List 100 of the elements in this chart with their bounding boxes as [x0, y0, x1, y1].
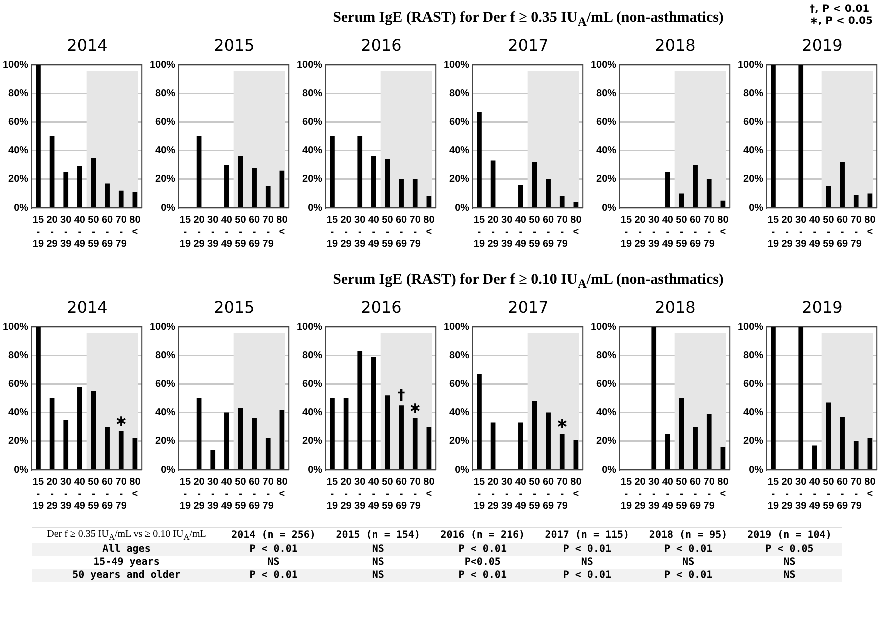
y-tick-label: 20%	[450, 174, 470, 186]
x-tick-label: 50-59	[382, 214, 394, 250]
x-tick-label: 60-69	[542, 476, 555, 512]
x-tick-label: 40-49	[515, 214, 527, 250]
y-tick-label: 40%	[156, 146, 176, 157]
x-tick-label: 40-49	[368, 214, 380, 250]
x-tick-label: 20-29	[194, 476, 206, 512]
bar	[78, 387, 82, 470]
y-tick-label: 40%	[8, 408, 29, 419]
x-tick-label: 15-19	[620, 476, 632, 512]
y-tick-label: 20%	[744, 436, 764, 448]
bar	[266, 186, 271, 208]
x-tick-label: 60-69	[836, 476, 849, 512]
bar	[105, 184, 110, 208]
y-tick-label: 60%	[744, 378, 764, 390]
bar	[693, 427, 698, 470]
y-tick-label: 40%	[156, 408, 176, 419]
bar	[372, 357, 376, 470]
x-tick-label: 15-19	[768, 214, 780, 250]
x-tick-label: 50-59	[382, 476, 394, 512]
x-tick-label: 80<	[424, 476, 436, 500]
bar	[78, 166, 82, 208]
category-label: 2017 (n = 115)	[544, 529, 631, 543]
y-tick-label: 0%	[14, 464, 29, 476]
y-tick-label: 60%	[156, 378, 176, 390]
x-tick-label: 60-69	[396, 476, 408, 512]
y-tick-label: 20%	[596, 174, 617, 186]
y-tick-label: 20%	[156, 174, 176, 186]
bar	[91, 158, 96, 208]
bar	[238, 156, 244, 208]
y-tick-label: 60%	[8, 116, 29, 128]
bar	[771, 65, 776, 208]
bar	[132, 438, 138, 470]
bar	[518, 422, 524, 470]
bar	[771, 327, 776, 470]
x-tick-label: 60-69	[102, 476, 114, 512]
text: NS	[372, 570, 384, 581]
y-tick-label: 0%	[14, 202, 29, 214]
bar	[532, 162, 538, 208]
chart-title: 2015	[213, 36, 256, 56]
chart-title: 2016	[360, 36, 403, 56]
bar	[385, 159, 390, 208]
text: P < 0.01	[563, 544, 612, 555]
annotation: †	[398, 386, 406, 404]
category-label: 50 years and older	[72, 570, 181, 581]
text: NS	[372, 557, 384, 568]
x-tick-label: 15-19	[32, 214, 44, 250]
x-tick-label: 40-49	[74, 476, 86, 512]
category-label: 2016 (n = 216)	[440, 529, 526, 543]
y-tick-label: 40%	[302, 146, 323, 157]
text: †, P < 0.01	[810, 4, 871, 16]
x-tick-label: 20-29	[488, 214, 500, 250]
bar	[412, 418, 418, 470]
x-tick-label: 80<	[276, 476, 288, 500]
x-tick-label: 50-59	[676, 214, 688, 250]
bar	[64, 420, 69, 470]
y-tick-label: 100%	[150, 322, 176, 333]
chart-title: 2015	[213, 298, 256, 318]
x-tick-label: 40-49	[809, 476, 821, 512]
bar	[546, 179, 551, 208]
bar	[50, 136, 55, 208]
x-tick-label: 15-19	[620, 214, 632, 250]
bar	[490, 160, 496, 208]
y-tick-label: 40%	[596, 146, 617, 157]
y-tick-label: 100%	[3, 322, 29, 333]
bar	[266, 438, 271, 470]
bar	[210, 450, 216, 470]
category-label: 15-49 years	[94, 557, 160, 568]
bar	[798, 327, 804, 470]
y-tick-label: 40%	[450, 408, 470, 419]
chart-title: 2019	[801, 298, 844, 318]
x-tick-label: 80<	[570, 476, 582, 500]
bar	[666, 172, 670, 208]
x-tick-label: 30-39	[648, 476, 660, 512]
y-tick-label: 20%	[302, 436, 323, 448]
bar	[132, 192, 138, 208]
y-tick-label: 20%	[8, 174, 29, 186]
annotation: ∗	[115, 412, 128, 430]
y-tick-label: 60%	[302, 378, 323, 390]
x-tick-label: 50-59	[529, 476, 541, 512]
x-tick-label: 70-79	[704, 214, 716, 250]
bar	[252, 168, 257, 208]
bar	[840, 417, 845, 470]
bar	[372, 156, 376, 208]
y-tick-label: 100%	[297, 322, 323, 333]
y-tick-label: 20%	[8, 436, 29, 448]
chart-title: 2016	[360, 298, 403, 318]
y-tick-label: 100%	[591, 322, 617, 333]
annotation: ∗	[409, 398, 422, 417]
y-tick-label: 0%	[602, 464, 617, 476]
x-tick-label: 50-59	[235, 214, 247, 250]
x-tick-label: 40-49	[368, 476, 380, 512]
y-tick-label: 0%	[749, 464, 764, 476]
bar	[868, 438, 873, 470]
bar	[826, 186, 832, 208]
category-label: 2018 (n = 95)	[648, 529, 729, 543]
x-tick-label: 70-79	[116, 476, 128, 512]
y-tick-label: 40%	[744, 408, 764, 419]
chart-title: 2019	[801, 36, 844, 56]
bar	[720, 447, 726, 470]
